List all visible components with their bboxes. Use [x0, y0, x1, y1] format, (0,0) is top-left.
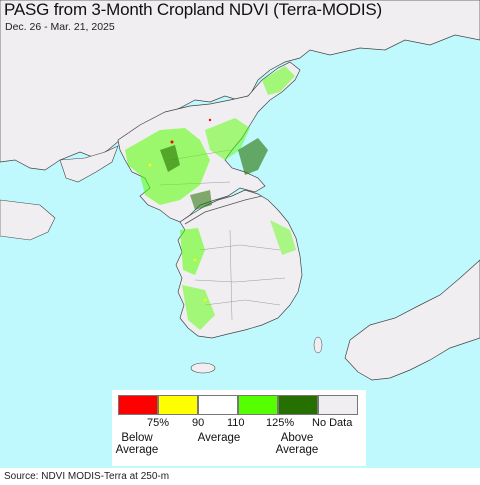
tsushima-island	[313, 336, 323, 354]
legend-swatch-no-data	[318, 395, 358, 415]
legend-tick-75: 75%	[147, 417, 170, 429]
legend-tick-110: 110	[227, 417, 245, 429]
legend-swatch-above-125	[278, 395, 318, 415]
northeast-china-landmass	[0, 0, 480, 171]
liaodong-peninsula	[59, 145, 119, 183]
legend: 75% 90 110 125% No Data Below Average Av…	[112, 390, 366, 466]
date-range: Dec. 26 - Mar. 21, 2025	[5, 21, 115, 33]
legend-tick-125: 125%	[266, 417, 295, 429]
legend-above-line1: Above	[280, 432, 314, 444]
legend-tick-90: 90	[192, 417, 205, 429]
source-footer: Source: NDVI MODIS-Terra at 250-m	[0, 468, 480, 485]
legend-swatch-75-90	[158, 395, 198, 415]
source-text: Source: NDVI MODIS-Terra at 250-m	[4, 471, 170, 482]
japan-landmass	[344, 259, 480, 381]
ndvi-below-average	[148, 118, 212, 302]
province-lines	[159, 149, 286, 321]
map-title: PASG from 3-Month Cropland NDVI (Terra-M…	[4, 0, 382, 19]
shandong-landmass	[0, 199, 56, 241]
ndvi-above-average	[125, 66, 296, 330]
map-canvas	[0, 0, 480, 381]
jeju-island	[190, 362, 216, 374]
legend-swatch-110-125	[238, 395, 278, 415]
map-panel: PASG from 3-Month Cropland NDVI (Terra-M…	[0, 0, 480, 468]
legend-swatch-90-110	[198, 395, 238, 415]
legend-no-data-label: No Data	[312, 417, 353, 429]
legend-below-line1: Below	[121, 432, 153, 444]
legend-above-label: Above Average	[272, 432, 322, 456]
legend-swatch-below-75	[118, 395, 158, 415]
legend-above-line2: Average	[275, 444, 319, 456]
nk-sk-border	[184, 195, 263, 225]
legend-below-line2: Average	[115, 444, 159, 456]
legend-average-label: Average	[197, 432, 241, 444]
legend-below-label: Below Average	[112, 432, 162, 456]
